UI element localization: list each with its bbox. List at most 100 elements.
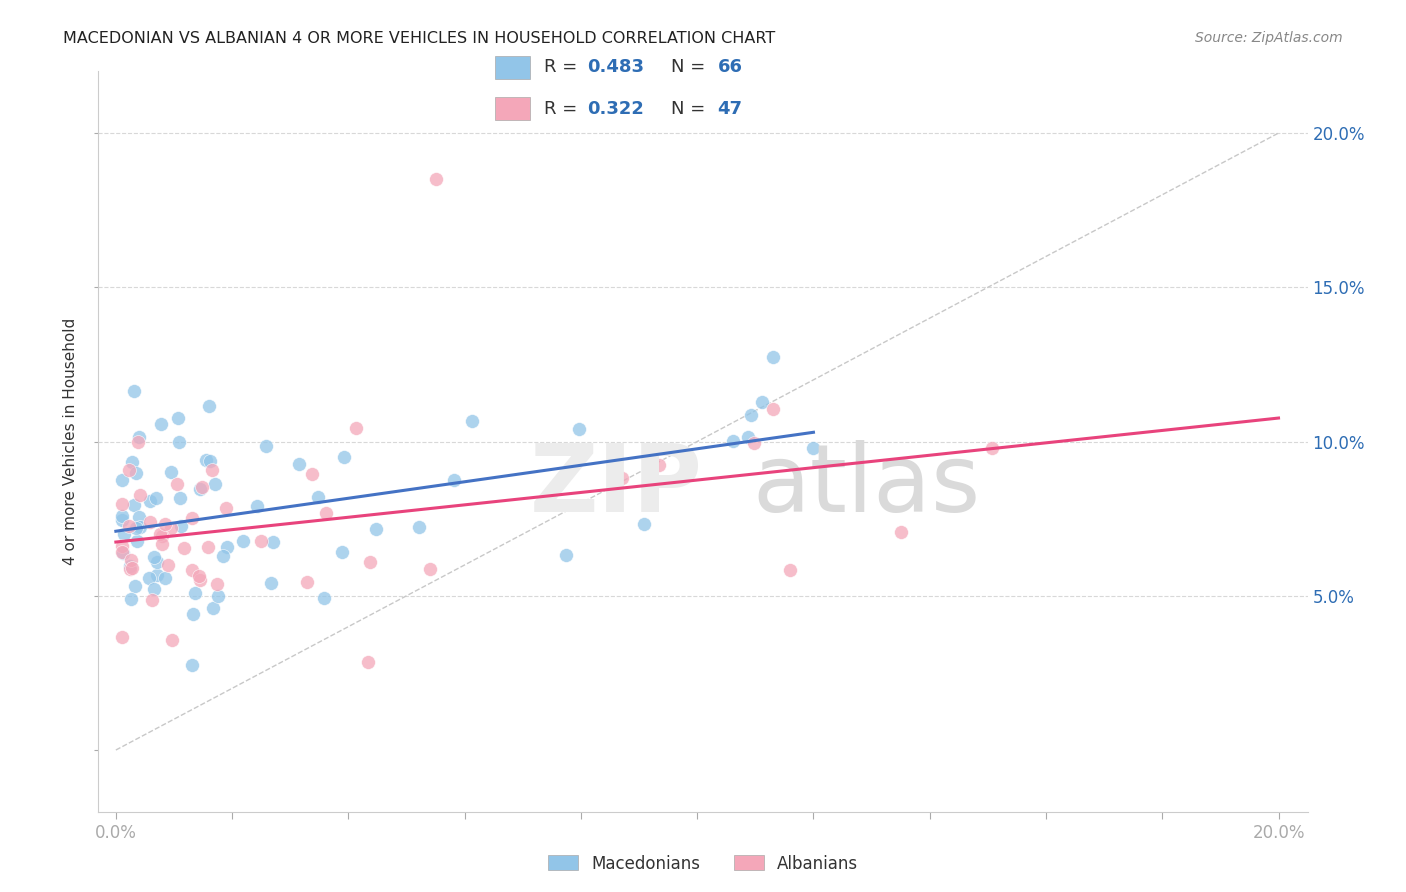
Point	[111, 513, 134, 527]
Point	[111, 497, 134, 511]
Point	[215, 500, 238, 515]
Text: Source: ZipAtlas.com: Source: ZipAtlas.com	[1195, 31, 1343, 45]
Point	[751, 395, 773, 409]
Point	[555, 548, 578, 562]
Point	[138, 571, 160, 585]
Point	[112, 526, 135, 541]
Point	[150, 528, 173, 542]
Point	[118, 562, 141, 576]
Point	[111, 473, 134, 487]
Point	[120, 558, 142, 573]
Text: 47: 47	[717, 100, 742, 118]
Point	[153, 516, 176, 531]
Point	[737, 430, 759, 444]
Point	[157, 558, 180, 573]
Point	[188, 573, 211, 587]
Point	[124, 579, 146, 593]
Point	[111, 631, 134, 645]
Point	[150, 537, 173, 551]
Text: ZIP: ZIP	[530, 440, 703, 532]
Text: MACEDONIAN VS ALBANIAN 4 OR MORE VEHICLES IN HOUSEHOLD CORRELATION CHART: MACEDONIAN VS ALBANIAN 4 OR MORE VEHICLE…	[63, 31, 776, 46]
Point	[111, 545, 134, 559]
Point	[460, 414, 482, 428]
Point	[357, 655, 380, 669]
Point	[297, 574, 319, 589]
Point	[197, 399, 219, 413]
Point	[981, 442, 1004, 456]
Point	[128, 519, 150, 533]
Text: N =: N =	[671, 100, 711, 118]
Point	[250, 534, 273, 549]
Point	[146, 555, 169, 569]
Point	[212, 549, 235, 563]
Point	[141, 593, 163, 607]
Point	[307, 490, 329, 504]
Point	[125, 520, 148, 534]
Point	[359, 555, 381, 569]
Point	[204, 477, 226, 491]
Point	[742, 436, 765, 450]
Point	[173, 541, 195, 556]
Point	[159, 465, 181, 479]
Text: 0.483: 0.483	[586, 59, 644, 77]
Text: N =: N =	[671, 59, 711, 77]
Text: atlas: atlas	[752, 440, 981, 532]
Point	[254, 439, 277, 453]
Point	[425, 172, 447, 186]
Point	[166, 410, 188, 425]
Point	[149, 417, 172, 431]
Point	[146, 567, 169, 582]
FancyBboxPatch shape	[495, 97, 530, 120]
Point	[125, 466, 148, 480]
Point	[125, 534, 148, 549]
Point	[217, 541, 239, 555]
Point	[201, 463, 224, 477]
Point	[111, 546, 134, 560]
Point	[202, 601, 225, 615]
Point	[633, 516, 655, 531]
Point	[288, 457, 311, 471]
Point	[232, 534, 254, 549]
Point	[180, 562, 202, 576]
Point	[120, 553, 142, 567]
Point	[262, 534, 284, 549]
Point	[121, 455, 143, 469]
Point	[315, 506, 337, 520]
Point	[207, 589, 229, 603]
Point	[184, 586, 207, 600]
Point	[332, 450, 354, 464]
Point	[205, 576, 228, 591]
Point	[246, 499, 269, 513]
Point	[162, 632, 184, 647]
Point	[111, 539, 134, 553]
Point	[419, 562, 441, 576]
Point	[647, 458, 669, 473]
Point	[153, 571, 176, 585]
Point	[801, 441, 824, 455]
Point	[122, 384, 145, 398]
Text: R =: R =	[544, 59, 582, 77]
Text: 66: 66	[717, 59, 742, 77]
Point	[127, 435, 149, 450]
Point	[723, 434, 745, 449]
Point	[301, 467, 323, 482]
Point	[181, 607, 204, 621]
Point	[188, 569, 211, 583]
Point	[364, 522, 387, 536]
FancyBboxPatch shape	[495, 56, 530, 78]
Legend: Macedonians, Albanians: Macedonians, Albanians	[541, 848, 865, 880]
Point	[779, 563, 801, 577]
Point	[198, 454, 221, 468]
Point	[170, 518, 193, 533]
Point	[111, 508, 134, 523]
Point	[344, 421, 367, 435]
Point	[180, 510, 202, 524]
Y-axis label: 4 or more Vehicles in Household: 4 or more Vehicles in Household	[63, 318, 79, 566]
Point	[138, 494, 160, 508]
Text: R =: R =	[544, 100, 582, 118]
Point	[149, 527, 172, 541]
Point	[160, 521, 183, 535]
Point	[128, 430, 150, 444]
Point	[443, 473, 465, 487]
Point	[181, 658, 204, 673]
